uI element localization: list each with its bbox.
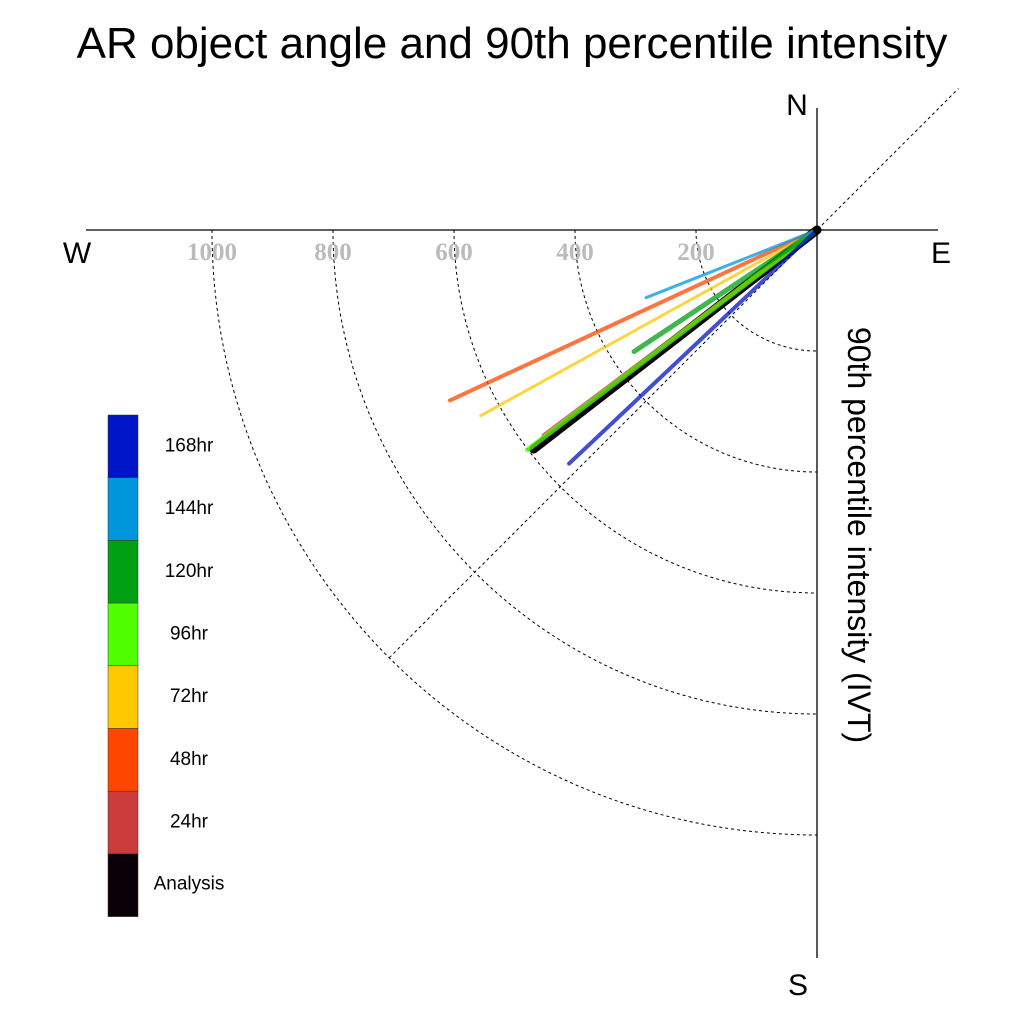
legend-label: 72hr — [170, 686, 209, 707]
legend-label: 168hr — [165, 435, 214, 456]
legend-swatch — [107, 728, 139, 792]
legend-swatch — [107, 665, 139, 729]
series-line-168hr — [567, 228, 819, 466]
compass-south: S — [788, 969, 808, 1002]
legend-swatch — [107, 790, 139, 855]
grid-arc-3 — [332, 229, 818, 715]
grid-arc-1 — [574, 229, 818, 473]
tick-label: 800 — [314, 239, 352, 266]
legend-label: 48hr — [170, 749, 209, 770]
legend-label: Analysis — [154, 873, 225, 894]
grid-layer — [211, 88, 959, 836]
legend-swatch — [107, 540, 139, 604]
series-layer — [447, 225, 822, 466]
series-line-120hr — [631, 227, 820, 355]
legend-swatch — [107, 853, 139, 917]
reference-diagonal — [388, 88, 959, 659]
tick-label: 600 — [435, 239, 473, 266]
tick-labels: 200 400 600 800 1000 — [187, 239, 715, 266]
legend-swatch — [107, 602, 139, 667]
series-line-144hr — [644, 228, 819, 300]
origin-point — [813, 226, 821, 234]
legend-label: 24hr — [170, 812, 209, 833]
legend-label: 96hr — [170, 623, 209, 644]
series-line-96hr — [524, 227, 820, 453]
compass-east: E — [931, 237, 951, 270]
chart-title: AR object angle and 90th percentile inte… — [77, 19, 948, 68]
radial-axis-label: 90th percentile intensity (IVT) — [841, 327, 877, 743]
tick-label: 200 — [677, 239, 715, 266]
grid-arc-0 — [695, 229, 818, 352]
legend-swatch — [107, 414, 139, 478]
legend-label: 144hr — [165, 498, 214, 519]
legend-label: 120hr — [165, 561, 214, 582]
legend: 168hr 144hr 120hr 96hr 72hr 48hr 24hr Analysis — [107, 414, 225, 917]
series-line-72hr — [479, 228, 819, 418]
compass-north: N — [786, 89, 808, 122]
tick-label: 1000 — [187, 239, 237, 266]
compass-west: W — [63, 237, 92, 270]
legend-swatch — [107, 477, 139, 541]
series-line-48hr — [447, 228, 819, 403]
tick-label: 400 — [556, 239, 594, 266]
